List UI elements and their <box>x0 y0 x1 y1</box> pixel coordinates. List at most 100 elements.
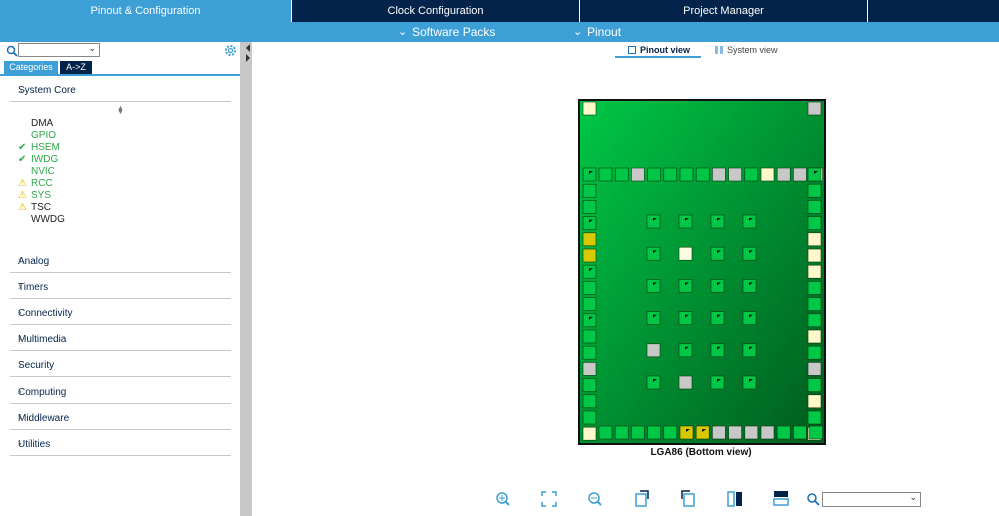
category[interactable]: Security › <box>10 357 231 377</box>
pin[interactable] <box>742 343 757 358</box>
pin[interactable] <box>582 101 597 116</box>
pin[interactable] <box>695 425 710 440</box>
pin[interactable] <box>582 329 597 344</box>
sub-menu[interactable]: Pinout <box>587 25 622 39</box>
pin[interactable] <box>742 375 757 390</box>
zoom-in[interactable] <box>496 492 510 506</box>
pin[interactable] <box>582 426 597 441</box>
pin[interactable] <box>582 362 597 376</box>
expand-arrow[interactable] <box>246 54 250 62</box>
pin[interactable] <box>582 183 597 198</box>
pin[interactable] <box>678 279 693 293</box>
pin[interactable] <box>807 248 822 263</box>
pin[interactable] <box>760 425 775 440</box>
pin[interactable] <box>742 279 757 293</box>
pin[interactable] <box>710 214 725 229</box>
fit[interactable] <box>541 491 557 507</box>
pin[interactable] <box>678 311 693 325</box>
pin[interactable] <box>598 425 613 440</box>
pin[interactable] <box>807 313 822 328</box>
pin[interactable] <box>807 378 822 392</box>
pin[interactable] <box>744 167 759 182</box>
pin[interactable] <box>712 167 726 182</box>
pin[interactable] <box>614 425 629 440</box>
top-tab[interactable]: Pinout & Configuration <box>0 0 292 22</box>
pin[interactable] <box>807 101 822 116</box>
category[interactable]: Connectivity › <box>10 305 231 325</box>
category[interactable]: Analog › <box>10 253 231 273</box>
pin[interactable] <box>710 279 725 293</box>
category-header[interactable]: System Core ⌄ <box>10 82 231 102</box>
pin[interactable] <box>647 425 661 440</box>
pin[interactable] <box>663 167 678 182</box>
pin[interactable] <box>647 167 661 182</box>
category[interactable]: Utilities › <box>10 436 231 456</box>
mode-tab[interactable]: Categories <box>4 61 58 74</box>
pin[interactable] <box>582 248 597 263</box>
category[interactable]: Multimedia › <box>10 331 231 351</box>
category[interactable]: Computing › <box>10 384 231 404</box>
rotate-left[interactable] <box>681 490 695 507</box>
top-tab[interactable]: Project Manager <box>580 0 868 22</box>
pin[interactable] <box>646 214 661 229</box>
pin[interactable] <box>742 246 757 261</box>
pin[interactable] <box>582 167 597 182</box>
pin[interactable] <box>807 410 822 425</box>
pin[interactable] <box>695 167 710 182</box>
pin[interactable] <box>809 425 823 440</box>
pin[interactable] <box>631 425 645 440</box>
pin[interactable] <box>582 200 597 214</box>
pin[interactable] <box>582 264 597 279</box>
pin[interactable] <box>663 425 678 440</box>
pin[interactable] <box>679 167 694 182</box>
pin[interactable] <box>744 425 759 440</box>
pin[interactable] <box>679 425 694 440</box>
pin[interactable] <box>710 375 725 390</box>
pin[interactable] <box>760 167 775 182</box>
pin[interactable] <box>793 167 807 182</box>
pin[interactable] <box>598 167 613 182</box>
pin[interactable] <box>710 311 725 325</box>
pin[interactable] <box>728 425 742 440</box>
pin[interactable] <box>582 216 597 230</box>
pin[interactable] <box>710 246 725 261</box>
sort-icon[interactable]: ▲ ▼ <box>117 105 124 116</box>
pin[interactable] <box>776 425 791 440</box>
pin[interactable] <box>582 378 597 392</box>
pin[interactable] <box>807 297 822 311</box>
view-tab[interactable]: Pinout view <box>640 45 691 55</box>
view-tab[interactable]: System view <box>727 45 778 55</box>
pin[interactable] <box>807 362 822 376</box>
pin[interactable] <box>646 246 661 261</box>
pin[interactable] <box>582 232 597 247</box>
pin[interactable] <box>646 343 661 358</box>
pin[interactable] <box>793 425 807 440</box>
pin[interactable] <box>582 281 597 295</box>
pin[interactable] <box>807 281 822 295</box>
pin[interactable] <box>614 167 629 182</box>
pin[interactable] <box>807 345 822 360</box>
pin[interactable] <box>807 232 822 247</box>
pin[interactable] <box>807 200 822 214</box>
pin[interactable] <box>631 167 645 182</box>
top-tab[interactable]: Clock Configuration <box>292 0 580 22</box>
pin[interactable] <box>807 167 822 182</box>
pin[interactable] <box>582 394 597 409</box>
pin[interactable] <box>807 394 822 409</box>
flip-horizontal[interactable] <box>773 491 789 506</box>
flip-vertical[interactable] <box>727 491 742 507</box>
collapse-arrow[interactable] <box>246 44 250 52</box>
splitter[interactable] <box>240 42 252 516</box>
sub-menu[interactable]: Software Packs <box>412 25 496 39</box>
pin[interactable] <box>728 167 742 182</box>
pin[interactable] <box>742 214 757 229</box>
pin[interactable] <box>646 311 661 325</box>
pin[interactable] <box>678 246 693 261</box>
pin[interactable] <box>807 216 822 230</box>
pin[interactable] <box>678 214 693 229</box>
pin[interactable] <box>776 167 791 182</box>
pin[interactable] <box>678 343 693 358</box>
pin[interactable] <box>742 311 757 325</box>
pin[interactable] <box>712 425 726 440</box>
pin[interactable] <box>710 343 725 358</box>
